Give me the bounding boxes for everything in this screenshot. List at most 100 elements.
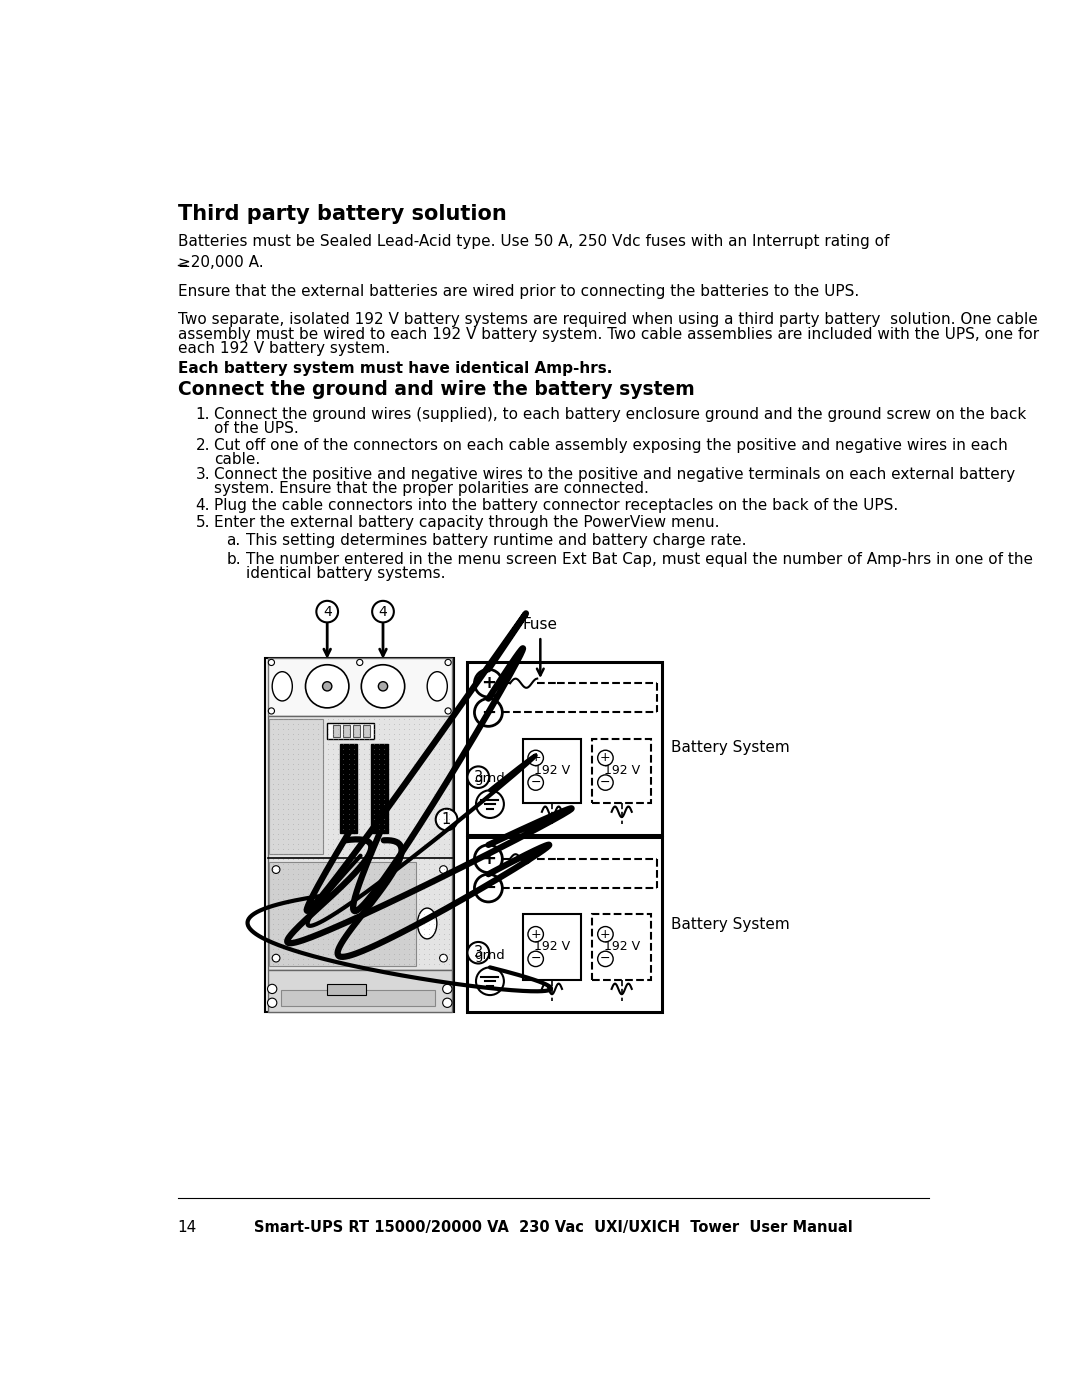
Bar	[266, 658, 455, 1012]
Circle shape	[528, 927, 543, 942]
Text: cable.: cable.	[214, 452, 260, 468]
Circle shape	[474, 845, 502, 873]
Bar	[333, 725, 339, 737]
Circle shape	[268, 998, 276, 1008]
Text: 14: 14	[177, 1220, 197, 1235]
Text: +: +	[600, 927, 610, 941]
Circle shape	[268, 708, 274, 713]
Text: 4.: 4.	[195, 498, 210, 514]
Circle shape	[362, 665, 405, 708]
Circle shape	[443, 998, 451, 1008]
Text: 1.: 1.	[195, 407, 210, 422]
Circle shape	[378, 682, 388, 691]
Text: Third party battery solution: Third party battery solution	[177, 204, 507, 223]
Text: Battery System: Battery System	[672, 740, 791, 755]
Bar	[467, 837, 662, 1012]
Text: grnd: grnd	[474, 949, 505, 962]
Text: 4: 4	[379, 605, 388, 619]
Bar	[268, 970, 451, 1012]
Circle shape	[316, 601, 338, 622]
Text: Enter the external battery capacity through the PowerView menu.: Enter the external battery capacity thro…	[214, 515, 719, 530]
Text: −: −	[600, 776, 610, 788]
Text: +: +	[530, 751, 541, 765]
Circle shape	[528, 775, 543, 790]
Text: Smart-UPS RT 15000/20000 VA  230 Vac  UXI/UXICH  Tower  User Manual: Smart-UPS RT 15000/20000 VA 230 Vac UXI/…	[254, 1220, 853, 1235]
Text: Connect the ground wires (supplied), to each battery enclosure ground and the gr: Connect the ground wires (supplied), to …	[214, 407, 1026, 422]
Text: identical battery systems.: identical battery systems.	[246, 566, 445, 582]
Bar	[372, 744, 389, 833]
Circle shape	[474, 669, 502, 697]
Circle shape	[272, 955, 280, 962]
Text: −: −	[530, 952, 541, 966]
Text: grnd: grnd	[474, 772, 505, 784]
Text: 192 V: 192 V	[604, 763, 639, 777]
Circle shape	[476, 967, 504, 995]
Bar	[523, 738, 581, 802]
Text: a.: a.	[227, 533, 241, 548]
Text: −: −	[530, 776, 541, 788]
Circle shape	[474, 874, 502, 902]
Bar	[268, 716, 451, 970]
Text: system. Ensure that the proper polarities are connected.: system. Ensure that the proper polaritie…	[214, 482, 649, 497]
Text: Cut off one of the connectors on each cable assembly exposing the positive and n: Cut off one of the connectors on each ca…	[214, 437, 1008, 452]
Bar	[467, 662, 662, 836]
Text: 192 V: 192 V	[534, 940, 570, 954]
Text: +: +	[481, 675, 496, 693]
Bar	[269, 862, 416, 966]
Circle shape	[323, 682, 332, 691]
Circle shape	[443, 984, 451, 994]
Text: −: −	[600, 952, 610, 966]
Text: 192 V: 192 V	[604, 940, 639, 954]
Circle shape	[528, 751, 543, 766]
Text: 3.: 3.	[195, 466, 211, 482]
Text: 5.: 5.	[195, 515, 210, 530]
Bar	[269, 719, 323, 854]
Bar	[353, 725, 360, 737]
Circle shape	[528, 951, 543, 966]
Bar	[363, 725, 369, 737]
Circle shape	[373, 601, 394, 622]
Text: Fuse: Fuse	[523, 618, 558, 633]
Text: Batteries must be Sealed Lead-Acid type. Use 50 A, 250 Vdc fuses with an Interru: Batteries must be Sealed Lead-Acid type.…	[177, 235, 889, 250]
Text: 3: 3	[474, 770, 483, 784]
Text: each 192 V battery system.: each 192 V battery system.	[177, 341, 390, 357]
Text: Battery System: Battery System	[672, 916, 791, 931]
Circle shape	[440, 866, 447, 873]
Ellipse shape	[418, 908, 437, 938]
Text: 3: 3	[474, 945, 483, 960]
Circle shape	[435, 809, 458, 830]
Bar	[342, 725, 350, 737]
Circle shape	[445, 708, 451, 713]
Circle shape	[597, 775, 613, 790]
Text: 4: 4	[323, 605, 332, 619]
Circle shape	[440, 955, 447, 962]
Bar	[281, 991, 435, 1006]
Text: The number entered in the menu screen Ext Bat Cap, must equal the number of Amp-: The number entered in the menu screen Ex…	[246, 551, 1032, 566]
Ellipse shape	[428, 672, 447, 701]
Circle shape	[268, 984, 276, 994]
Circle shape	[597, 751, 613, 766]
Circle shape	[597, 927, 613, 942]
Text: Two separate, isolated 192 V battery systems are required when using a third par: Two separate, isolated 192 V battery sys…	[177, 312, 1038, 328]
Bar	[592, 738, 651, 802]
Bar	[327, 984, 366, 995]
Text: Connect the positive and negative wires to the positive and negative terminals o: Connect the positive and negative wires …	[214, 466, 1015, 482]
Circle shape	[468, 766, 489, 788]
Circle shape	[476, 790, 504, 818]
Text: Connect the ground and wire the battery system: Connect the ground and wire the battery …	[177, 380, 694, 398]
Bar	[327, 723, 374, 738]
Circle shape	[268, 659, 274, 665]
Text: ≥20,000 A.: ≥20,000 A.	[177, 255, 264, 271]
Ellipse shape	[272, 672, 293, 701]
Text: −: −	[481, 879, 496, 897]
Text: +: +	[530, 927, 541, 941]
Circle shape	[306, 665, 349, 708]
Circle shape	[356, 659, 363, 665]
Bar	[340, 744, 357, 833]
Text: +: +	[600, 751, 610, 765]
Text: +: +	[481, 849, 496, 868]
Circle shape	[474, 698, 502, 726]
Circle shape	[272, 866, 280, 873]
Bar	[592, 915, 651, 980]
Circle shape	[597, 951, 613, 966]
